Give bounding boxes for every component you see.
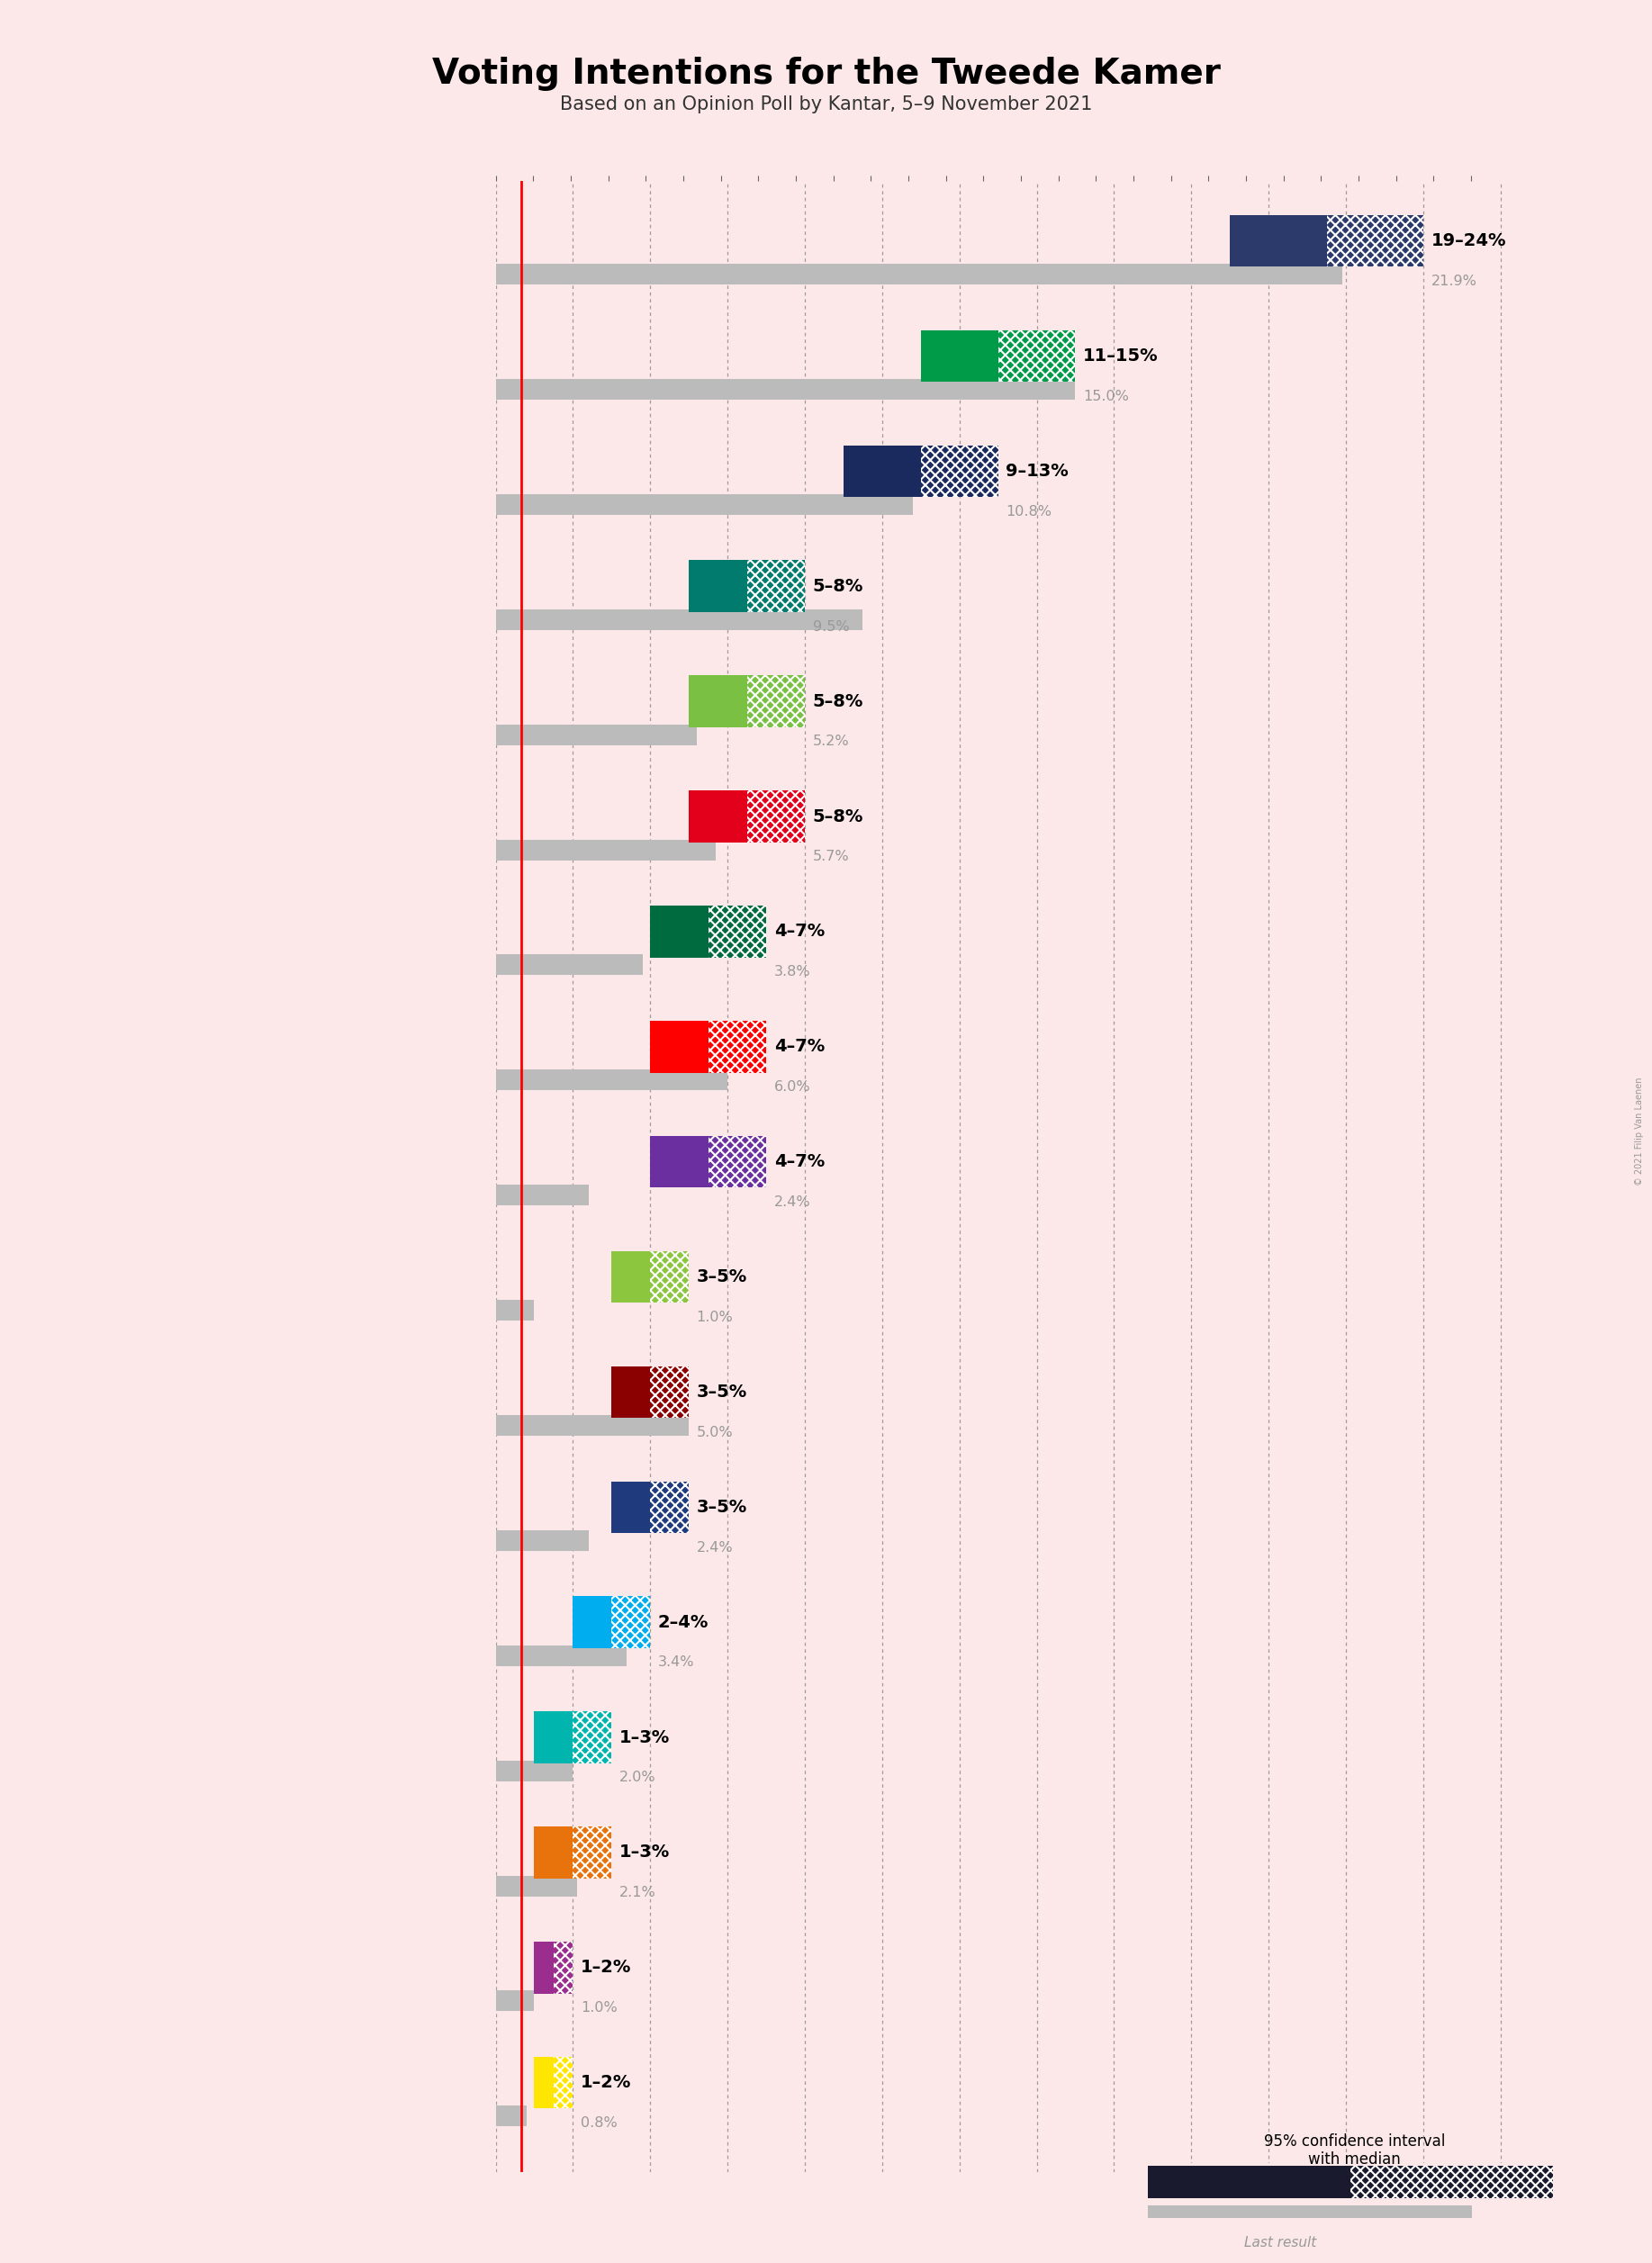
Bar [651, 1136, 709, 1188]
Bar [496, 1186, 588, 1206]
Text: 2–4%: 2–4% [657, 1614, 709, 1632]
Text: 6.0%: 6.0% [773, 1079, 811, 1093]
Bar [496, 609, 862, 629]
Text: 3–5%: 3–5% [697, 1383, 747, 1401]
Bar [496, 1530, 588, 1550]
Bar [534, 1826, 573, 1878]
Bar [651, 1482, 689, 1532]
Text: 1–3%: 1–3% [620, 1729, 671, 1747]
Bar [611, 1595, 651, 1647]
Text: Voting Intentions for the Tweede Kamer: Voting Intentions for the Tweede Kamer [431, 57, 1221, 91]
Bar [553, 2057, 573, 2109]
Text: 0.8%: 0.8% [580, 2116, 618, 2129]
Bar [496, 1991, 534, 2012]
Bar [534, 1711, 573, 1763]
Text: 5.2%: 5.2% [813, 735, 849, 749]
Text: © 2021 Filip Van Laenen: © 2021 Filip Van Laenen [1635, 1077, 1644, 1186]
Bar [747, 561, 805, 611]
Bar [496, 265, 1341, 285]
Bar [998, 330, 1075, 382]
Bar [496, 1876, 577, 1896]
Text: 5–8%: 5–8% [813, 808, 864, 826]
Text: 2.0%: 2.0% [620, 1772, 656, 1786]
Text: 1–2%: 1–2% [580, 2075, 631, 2091]
Text: 2.4%: 2.4% [773, 1195, 811, 1208]
Text: 4–7%: 4–7% [773, 1039, 824, 1055]
Bar [1148, 2204, 1472, 2218]
Text: 4–7%: 4–7% [773, 1154, 824, 1170]
Text: 9–13%: 9–13% [1006, 462, 1069, 480]
Bar [611, 1367, 651, 1419]
Bar [496, 1761, 573, 1781]
Text: 95% confidence interval
with median: 95% confidence interval with median [1264, 2134, 1446, 2168]
Bar [496, 378, 1075, 401]
Text: 1.0%: 1.0% [697, 1310, 733, 1324]
Text: 3–5%: 3–5% [697, 1498, 747, 1516]
Bar [920, 330, 998, 382]
Bar [534, 1942, 553, 1994]
Bar [1148, 2166, 1351, 2197]
Text: 2.1%: 2.1% [620, 1885, 656, 1899]
Bar [689, 674, 747, 726]
Bar [747, 674, 805, 726]
Text: Based on an Opinion Poll by Kantar, 5–9 November 2021: Based on an Opinion Poll by Kantar, 5–9 … [560, 95, 1092, 113]
Text: Last result: Last result [1244, 2236, 1317, 2249]
Bar [496, 2105, 527, 2127]
Text: 3–5%: 3–5% [697, 1267, 747, 1285]
Bar [496, 840, 715, 860]
Bar [651, 905, 709, 957]
Text: 1–3%: 1–3% [620, 1844, 671, 1860]
Bar [1327, 215, 1424, 267]
Bar [1351, 2166, 1553, 2197]
Bar [496, 1414, 689, 1435]
Text: 3.8%: 3.8% [773, 964, 811, 978]
Bar [534, 2057, 553, 2109]
Bar [573, 1595, 611, 1647]
Bar [573, 1711, 611, 1763]
Text: 4–7%: 4–7% [773, 923, 824, 939]
Bar [689, 790, 747, 842]
Text: 21.9%: 21.9% [1431, 274, 1477, 287]
Bar [709, 1021, 767, 1073]
Bar [920, 446, 998, 498]
Text: 5.7%: 5.7% [813, 851, 849, 864]
Bar [844, 446, 920, 498]
Text: 3.4%: 3.4% [657, 1657, 694, 1670]
Bar [1231, 215, 1327, 267]
Bar [496, 955, 643, 975]
Bar [651, 1367, 689, 1419]
Bar [651, 1251, 689, 1303]
Text: 1–2%: 1–2% [580, 1960, 631, 1976]
Text: 1.0%: 1.0% [580, 2000, 618, 2014]
Text: 5–8%: 5–8% [813, 577, 864, 595]
Bar [496, 724, 697, 745]
Text: 15.0%: 15.0% [1084, 389, 1128, 403]
Bar [496, 1070, 727, 1091]
Bar [689, 561, 747, 611]
Bar [747, 790, 805, 842]
Bar [611, 1482, 651, 1532]
Text: 9.5%: 9.5% [813, 620, 849, 634]
Text: 2.4%: 2.4% [697, 1541, 733, 1555]
Bar [496, 1299, 534, 1322]
Bar [611, 1251, 651, 1303]
Text: 5–8%: 5–8% [813, 692, 864, 711]
Text: 11–15%: 11–15% [1084, 349, 1158, 364]
Bar [496, 1645, 628, 1666]
Bar [709, 1136, 767, 1188]
Text: 5.0%: 5.0% [697, 1426, 733, 1439]
Bar [573, 1826, 611, 1878]
Bar [553, 1942, 573, 1994]
Text: 10.8%: 10.8% [1006, 505, 1052, 518]
Bar [709, 905, 767, 957]
Text: 19–24%: 19–24% [1431, 233, 1507, 249]
Bar [651, 1021, 709, 1073]
Bar [496, 493, 914, 516]
